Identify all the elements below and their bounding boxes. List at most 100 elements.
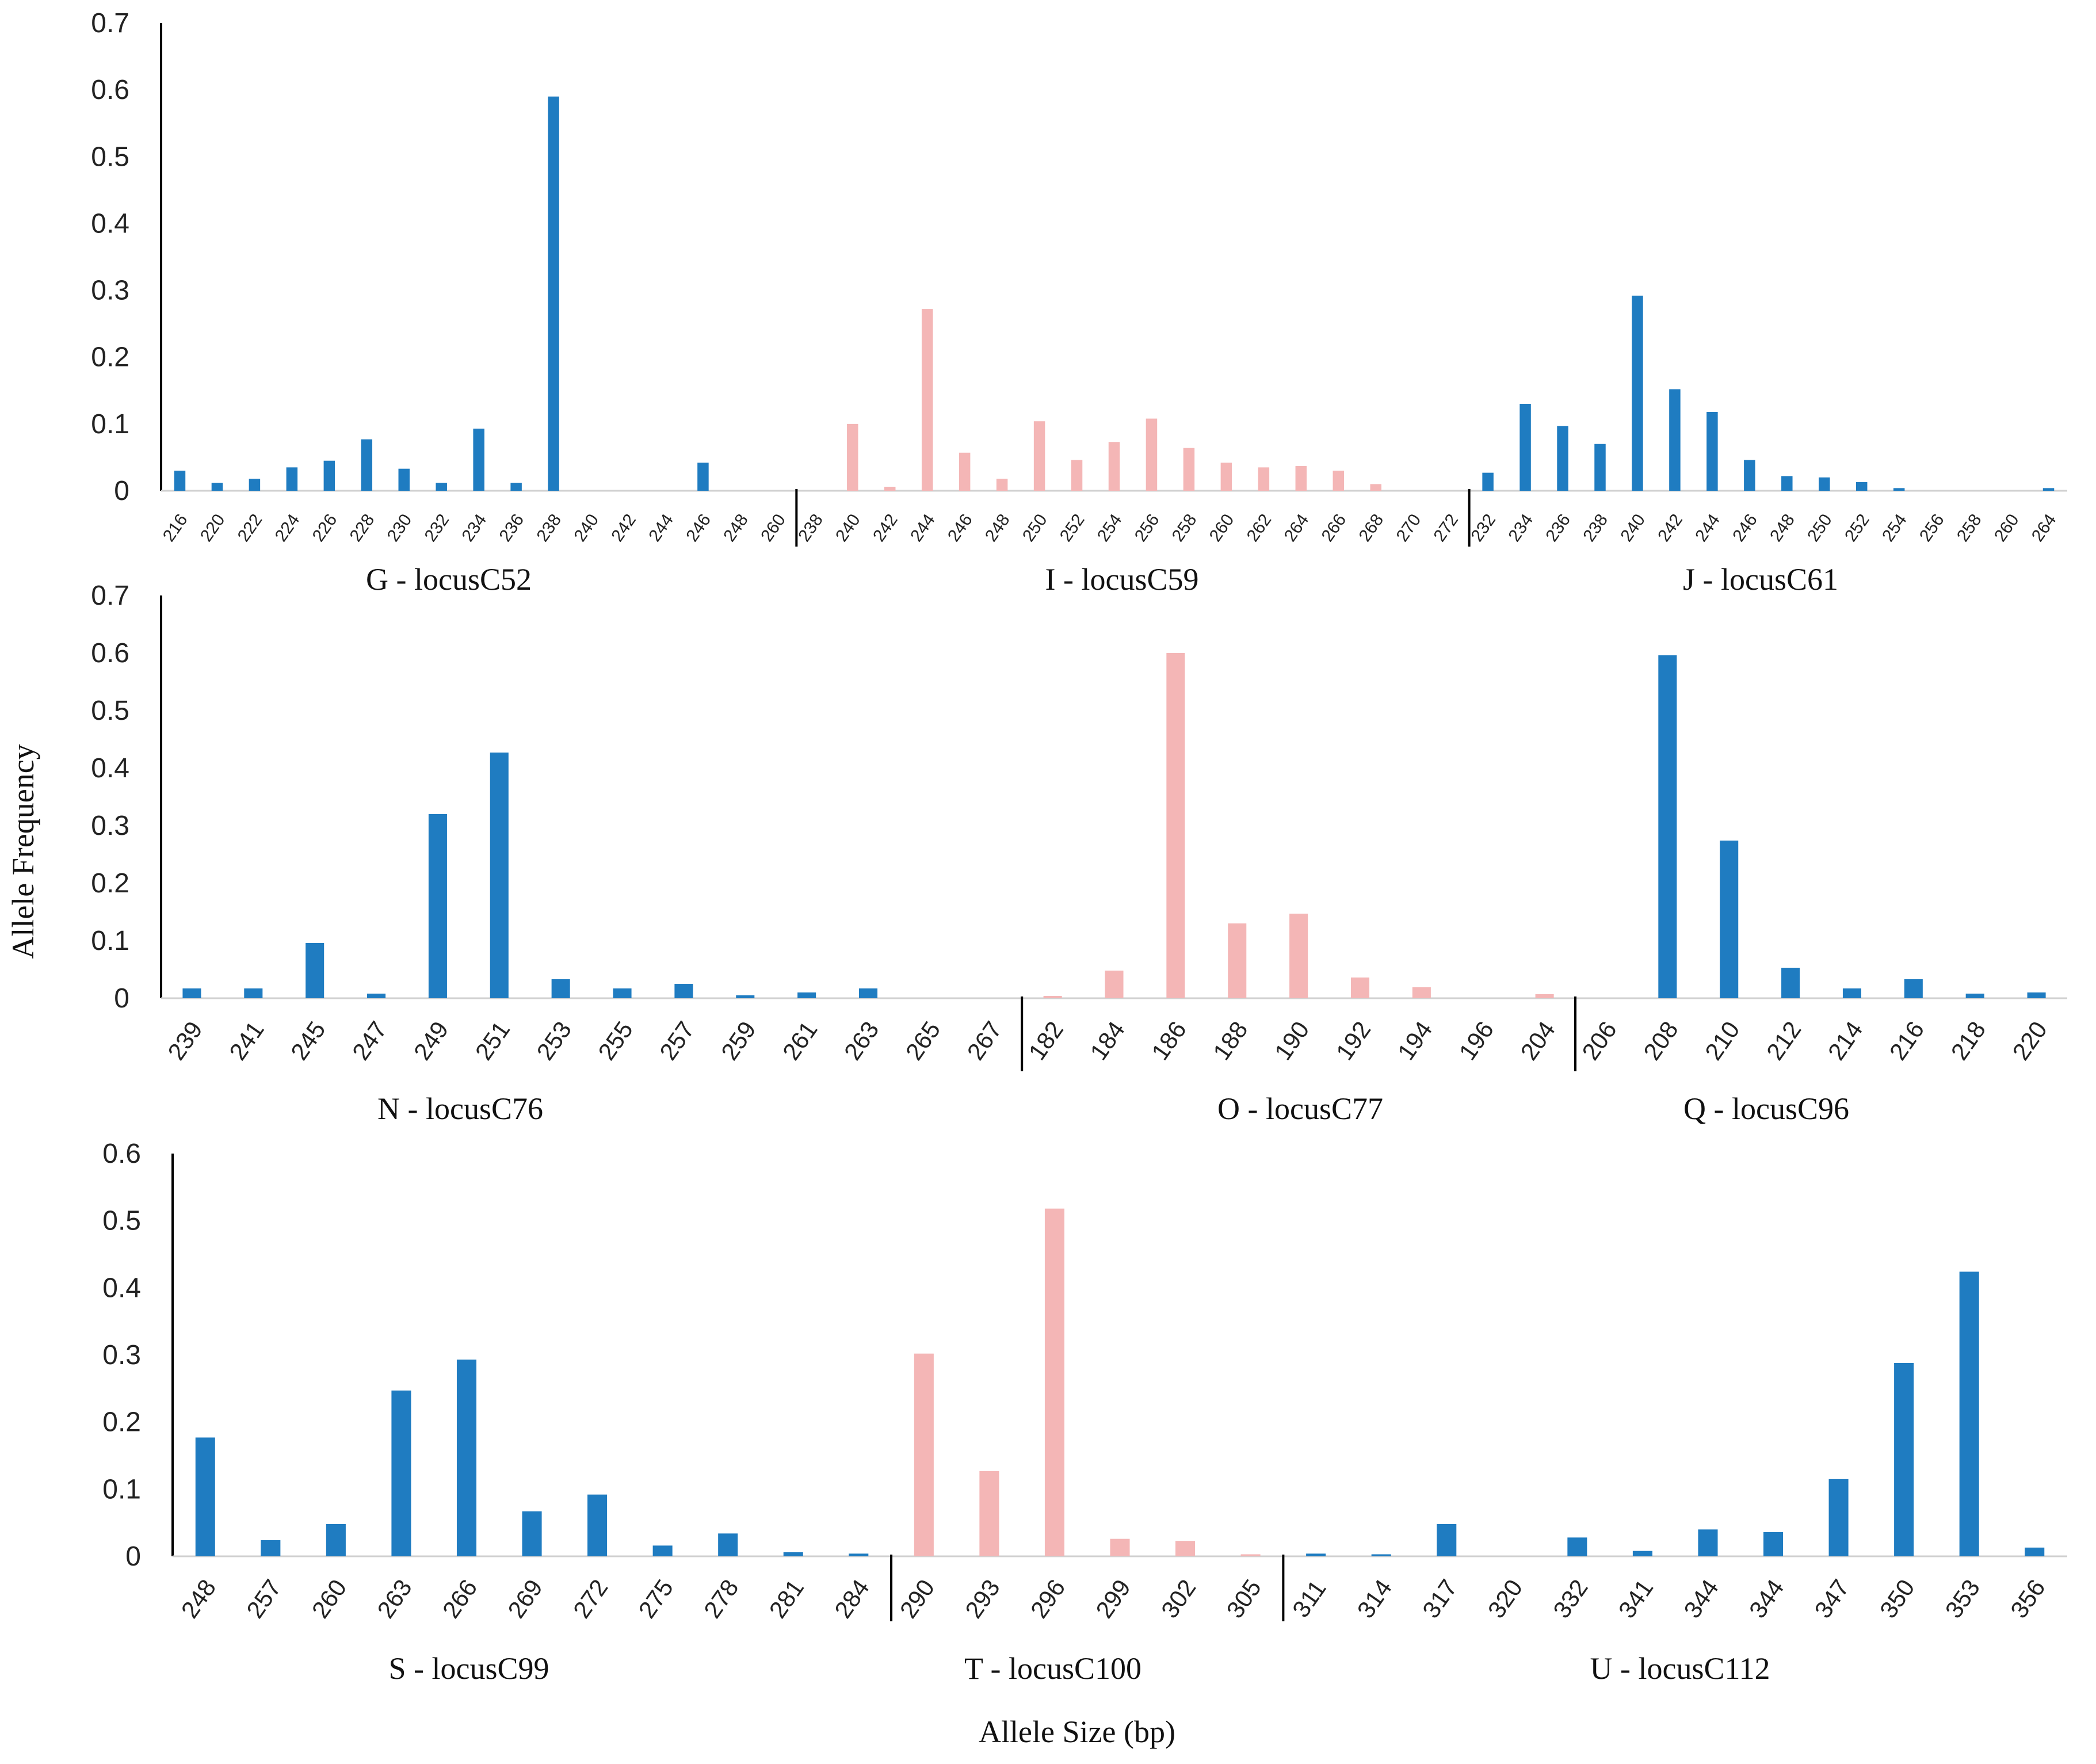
- x-tick-label: 216: [159, 511, 192, 545]
- x-tick-label: 302: [1156, 1575, 1201, 1623]
- y-tick-label: 0.7: [91, 581, 129, 611]
- x-tick-label: 246: [1729, 511, 1761, 545]
- x-tick-label: 244: [645, 511, 677, 545]
- locus-label: N - locusC76: [377, 1091, 543, 1126]
- bar-347: [1828, 1479, 1849, 1556]
- bar-224: [286, 467, 298, 491]
- chart-panel-1: 0 0.1 0.2 0.3 0.4 0.5 0.6 0.7 216 220 222 224 226 228…: [91, 8, 2067, 597]
- x-tick-label: 250: [1019, 511, 1051, 545]
- x-tick-label: 284: [829, 1575, 875, 1623]
- bar-228: [361, 439, 373, 491]
- bar-257: [674, 984, 693, 998]
- locus-group-locusC52: 216 220 222 224 226 228 230 232 234 236 238 240 242 2…: [159, 96, 789, 597]
- x-tick-label: 245: [285, 1017, 331, 1065]
- x-tick-label: 248: [176, 1575, 222, 1623]
- y-tick-label: 0.5: [91, 142, 129, 172]
- bar-278: [718, 1533, 738, 1556]
- bar-356: [2025, 1547, 2045, 1556]
- x-tick-label: 246: [944, 511, 976, 545]
- bar-311: [1306, 1553, 1326, 1556]
- bar-239: [182, 988, 201, 998]
- x-tick-label: 314: [1351, 1575, 1397, 1623]
- x-tick-label: 261: [777, 1017, 823, 1065]
- bar-184: [1105, 971, 1124, 998]
- locus-group-locusC99: 248 257 260 263 266 269 272 275 278 281 284 S - loc…: [176, 1360, 875, 1686]
- x-tick-label: 256: [1131, 511, 1163, 545]
- x-tick-label: 264: [2028, 511, 2060, 545]
- y-tick-label: 0.4: [91, 753, 129, 784]
- x-tick-label: 253: [531, 1017, 577, 1065]
- chart-panel-2: 0 0.1 0.2 0.3 0.4 0.5 0.6 0.7 239 241 245 247 249 251…: [91, 581, 2067, 1126]
- x-tick-label: 260: [757, 511, 789, 545]
- x-tick-label: 240: [832, 511, 864, 545]
- x-tick-label: 269: [502, 1575, 548, 1623]
- bar-238: [548, 96, 559, 491]
- x-tick-label: 249: [408, 1017, 454, 1065]
- x-tick-label: 190: [1269, 1017, 1315, 1065]
- y-tick-label: 0: [114, 476, 129, 506]
- x-tick-label: 255: [593, 1017, 638, 1065]
- x-tick-label: 344: [1678, 1575, 1724, 1623]
- x-tick-label: 256: [1916, 511, 1948, 545]
- locus-label: S - locusC99: [388, 1651, 549, 1686]
- y-tick-label: 0.3: [91, 811, 129, 841]
- x-tick-label: 186: [1146, 1017, 1192, 1065]
- bar-240: [847, 423, 858, 491]
- bar-246: [697, 463, 709, 491]
- y-tick-label: 0.6: [102, 1139, 141, 1169]
- locus-group-locusC112: 311 314 317 320 332 341 344 344 347 350 353 356 U - …: [1287, 1272, 2051, 1686]
- bar-244: [921, 309, 933, 491]
- y-tick-label: 0.4: [102, 1273, 141, 1303]
- x-tick-label: 182: [1023, 1017, 1068, 1065]
- x-tick-label: 281: [764, 1575, 810, 1623]
- bar-236: [1557, 426, 1568, 491]
- bar-317: [1437, 1524, 1457, 1556]
- x-tick-label: 258: [1953, 511, 1986, 545]
- x-tick-label: 242: [869, 511, 902, 545]
- locus-group-locusC59: 238 240 242 244 246 248 250 252 254 256 258 260 262 2…: [795, 309, 1462, 597]
- bar-248: [1781, 476, 1793, 491]
- bar-254: [1108, 442, 1120, 491]
- x-tick-label: 242: [1654, 511, 1686, 545]
- bar-182: [1043, 996, 1062, 998]
- x-tick-label: 216: [1884, 1017, 1930, 1065]
- x-tick-label: 228: [346, 511, 379, 545]
- bar-242: [1669, 389, 1681, 491]
- x-tick-label: 238: [533, 511, 565, 545]
- y-tick-label: 0.2: [91, 868, 129, 899]
- x-tick-label: 246: [682, 511, 715, 545]
- x-tick-label: 353: [1940, 1575, 1985, 1623]
- y-tick-label: 0: [125, 1541, 141, 1572]
- x-tick-label: 264: [1281, 511, 1313, 545]
- bar-261: [797, 992, 816, 998]
- bar-263: [858, 988, 878, 998]
- bar-255: [613, 988, 632, 998]
- x-tick-label: 242: [608, 511, 640, 545]
- bar-234: [1519, 404, 1531, 491]
- bar-190: [1289, 914, 1308, 998]
- x-tick-label: 317: [1417, 1575, 1463, 1623]
- x-tick-label: 238: [1579, 511, 1612, 545]
- bar-275: [652, 1545, 673, 1556]
- locus-group-locusC61: 232 234 236 238 240 242 244 246 248 250 252 254 256 2…: [1467, 295, 2060, 597]
- bar-250: [1033, 421, 1045, 491]
- bar-251: [490, 753, 509, 998]
- x-tick-label: 356: [2005, 1575, 2051, 1623]
- bar-208: [1658, 655, 1677, 998]
- x-tick-label: 248: [1766, 511, 1799, 545]
- y-tick-label: 0.1: [102, 1474, 141, 1505]
- x-tick-label: 251: [470, 1017, 516, 1065]
- x-tick-label: 260: [1991, 511, 2023, 545]
- x-tick-label: 263: [372, 1575, 417, 1623]
- bar-281: [783, 1552, 803, 1556]
- x-tick-label: 311: [1287, 1575, 1331, 1622]
- bar-314: [1371, 1554, 1391, 1556]
- bar-216: [174, 471, 186, 491]
- bar-212: [1781, 968, 1800, 998]
- x-tick-label: 218: [1945, 1017, 1991, 1065]
- x-tick-label: 196: [1454, 1017, 1499, 1065]
- x-tick-label: 290: [895, 1575, 940, 1623]
- x-tick-label: 232: [421, 511, 453, 545]
- x-tick-label: 226: [309, 511, 341, 545]
- bar-260: [326, 1524, 346, 1556]
